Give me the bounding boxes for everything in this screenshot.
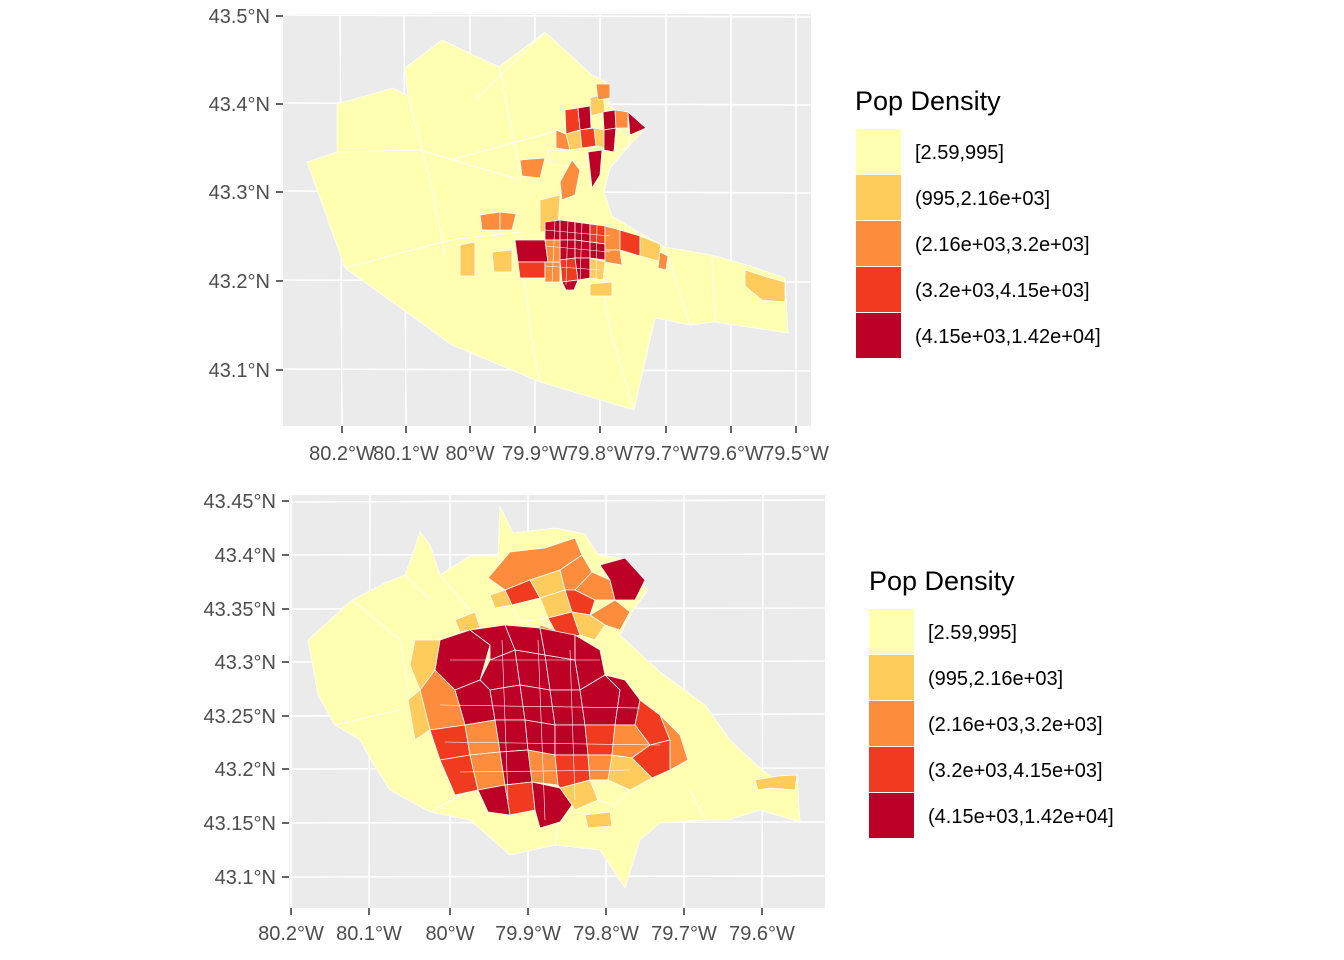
top-map-regions <box>306 31 789 411</box>
legend-label: [2.59,995] <box>915 142 1004 164</box>
top-y-ticks <box>276 15 283 371</box>
top-hamilton-north <box>519 83 647 189</box>
legend-key <box>856 313 901 358</box>
legend-label: (2.16e+03,3.2e+03] <box>915 234 1090 256</box>
legend-key <box>869 747 914 792</box>
legend-key <box>869 701 914 746</box>
y-tick-label: 43.3°N <box>215 652 276 674</box>
top-map: 43.5°N 43.4°N 43.3°N 43.2°N 43.1°N 80.2°… <box>209 6 1101 465</box>
x-tick-label: 79.8°W <box>573 923 639 945</box>
y-tick-label: 43.1°N <box>209 360 270 382</box>
legend-label: (995,2.16e+03] <box>915 188 1050 210</box>
top-x-ticks <box>341 426 797 433</box>
y-tick-label: 43.2°N <box>215 759 276 781</box>
x-tick-label: 79.7°W <box>651 923 717 945</box>
y-tick-label: 43.35°N <box>204 599 277 621</box>
x-tick-label: 80°W <box>425 923 474 945</box>
x-tick-label: 79.5°W <box>763 443 829 465</box>
y-tick-label: 43.4°N <box>209 94 270 116</box>
y-tick-label: 43.4°N <box>215 545 276 567</box>
bottom-y-labels: 43.45°N 43.4°N 43.35°N 43.3°N 43.25°N 43… <box>204 491 277 889</box>
y-tick-label: 43.5°N <box>209 6 270 28</box>
legend-label: (4.15e+03,1.42e+04] <box>928 806 1114 828</box>
legend-title: Pop Density <box>855 86 1001 116</box>
top-legend: Pop Density [2.59,995] (995,2.16e+03] (2… <box>855 86 1101 358</box>
bottom-map: 43.45°N 43.4°N 43.35°N 43.3°N 43.25°N 43… <box>204 491 1114 945</box>
legend-title: Pop Density <box>869 566 1015 596</box>
x-tick-label: 80.2°W <box>258 923 324 945</box>
x-tick-label: 80.2°W <box>309 443 375 465</box>
top-hamilton-central <box>459 159 786 303</box>
x-tick-label: 79.9°W <box>495 923 561 945</box>
x-tick-label: 79.6°W <box>729 923 795 945</box>
x-tick-label: 80°W <box>445 443 494 465</box>
bottom-y-ticks <box>282 500 289 878</box>
bottom-central-cluster <box>407 624 798 829</box>
top-y-labels: 43.5°N 43.4°N 43.3°N 43.2°N 43.1°N <box>209 6 270 382</box>
y-tick-label: 43.45°N <box>204 491 277 513</box>
legend-label: (4.15e+03,1.42e+04] <box>915 326 1101 348</box>
x-tick-label: 79.6°W <box>698 443 764 465</box>
legend-key <box>856 175 901 220</box>
legend-label: (2.16e+03,3.2e+03] <box>928 714 1103 736</box>
legend-label: (3.2e+03,4.15e+03] <box>915 280 1090 302</box>
bottom-north-cluster <box>454 537 646 651</box>
y-tick-label: 43.25°N <box>204 706 277 728</box>
bottom-tract-lines <box>439 639 661 821</box>
legend-label: (3.2e+03,4.15e+03] <box>928 760 1103 782</box>
top-rural-subdivisions <box>336 31 716 411</box>
legend-key <box>856 129 901 174</box>
legend-label: [2.59,995] <box>928 622 1017 644</box>
bottom-map-regions <box>307 505 801 889</box>
legend-key <box>869 655 914 700</box>
bottom-x-labels: 80.2°W 80.1°W 80°W 79.9°W 79.8°W 79.7°W … <box>258 923 795 945</box>
x-tick-label: 80.1°W <box>336 923 402 945</box>
y-tick-label: 43.2°N <box>209 271 270 293</box>
y-tick-label: 43.1°N <box>215 867 276 889</box>
legend-key <box>869 793 914 838</box>
top-x-labels: 80.2°W 80.1°W 80°W 79.9°W 79.8°W 79.7°W … <box>309 443 829 465</box>
x-tick-label: 79.7°W <box>633 443 699 465</box>
bottom-legend: Pop Density [2.59,995] (995,2.16e+03] (2… <box>869 566 1114 838</box>
top-tract-lines <box>544 219 611 286</box>
legend-key <box>856 267 901 312</box>
y-tick-label: 43.3°N <box>209 182 270 204</box>
bottom-x-ticks <box>290 908 763 915</box>
legend-key <box>856 221 901 266</box>
x-tick-label: 79.9°W <box>502 443 568 465</box>
legend-key <box>869 609 914 654</box>
legend-label: (995,2.16e+03] <box>928 668 1063 690</box>
y-tick-label: 43.15°N <box>204 813 277 835</box>
x-tick-label: 80.1°W <box>373 443 439 465</box>
x-tick-label: 79.8°W <box>567 443 633 465</box>
